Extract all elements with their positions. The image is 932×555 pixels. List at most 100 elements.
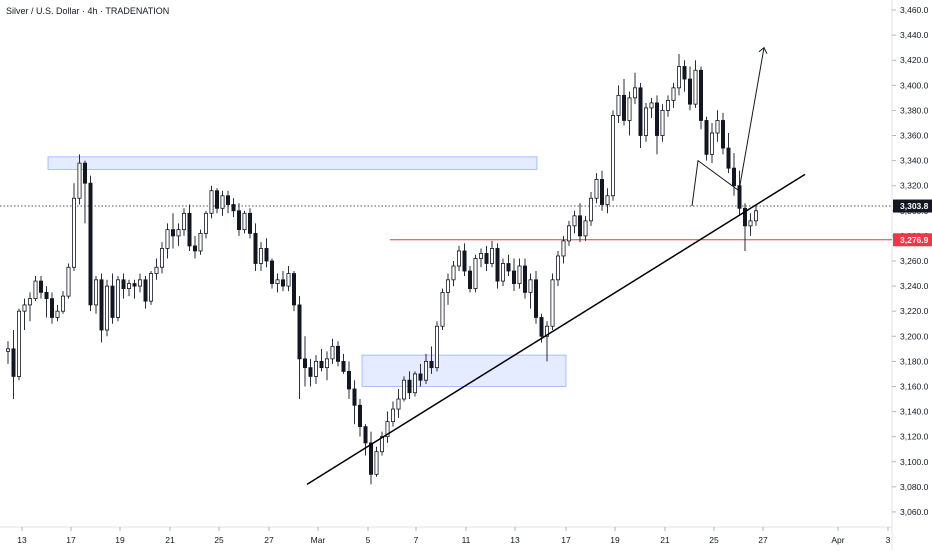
candle-body-132 <box>732 167 737 187</box>
candle-body-57 <box>319 360 324 369</box>
candle-body-54 <box>302 358 307 369</box>
candle-body-44 <box>247 212 252 234</box>
candle-body-24 <box>137 279 142 287</box>
x-tick-label-0: 13 <box>17 535 27 545</box>
candle-body-83 <box>462 250 467 272</box>
candle-body-11 <box>66 266 71 297</box>
candle-body-116 <box>644 107 649 136</box>
y-tick-label-16: 3,380.0 <box>900 105 929 115</box>
x-tick-label-7: 5 <box>366 535 371 545</box>
x-tick-label-10: 13 <box>510 535 520 545</box>
candle-body-100 <box>556 255 561 281</box>
candle-body-58 <box>324 358 329 369</box>
y-tick-label-6: 3,180.0 <box>900 356 929 366</box>
candle-body-122 <box>677 66 682 89</box>
candle-body-74 <box>412 373 417 394</box>
candle-body-69 <box>385 421 390 438</box>
candle-body-17 <box>99 279 104 331</box>
y-tick-label-20: 3,460.0 <box>900 5 929 15</box>
candle-body-131 <box>726 147 731 169</box>
candle-body-34 <box>192 245 197 252</box>
candle-body-70 <box>390 408 395 422</box>
candle-body-93 <box>517 265 522 284</box>
y-tick-label-3: 3,120.0 <box>900 432 929 442</box>
candle-body-128 <box>710 132 715 155</box>
candle-body-48 <box>269 260 274 284</box>
candle-body-15 <box>88 182 93 306</box>
trendline <box>306 173 806 485</box>
y-tick-label-9: 3,240.0 <box>900 281 929 291</box>
price-badge-label-0: 3,303.8 <box>900 201 929 211</box>
candle-body-103 <box>572 215 577 227</box>
candle-body-53 <box>297 304 302 360</box>
x-tick-label-17: 3 <box>886 535 891 545</box>
candle-body-35 <box>198 232 203 252</box>
x-tick-label-9: 11 <box>462 535 471 545</box>
candle-body-49 <box>275 279 280 284</box>
projection-path <box>691 47 765 207</box>
candle-body-78 <box>434 325 439 369</box>
candle-body-77 <box>429 360 434 369</box>
candle-body-80 <box>445 279 450 293</box>
candle-body-71 <box>396 398 401 410</box>
candle-body-125 <box>693 69 698 105</box>
candle-body-117 <box>649 102 654 109</box>
candle-body-84 <box>467 270 472 289</box>
candle-body-107 <box>594 179 599 199</box>
candle-body-37 <box>209 190 214 214</box>
candle-body-19 <box>110 285 115 318</box>
zone-rect-0 <box>47 156 538 170</box>
y-tick-label-4: 3,140.0 <box>900 407 929 417</box>
x-tick-label-4: 25 <box>214 535 224 545</box>
candle-body-123 <box>682 66 687 80</box>
candle-body-112 <box>622 94 627 121</box>
candle-body-68 <box>379 436 384 453</box>
candle-body-96 <box>534 279 539 318</box>
y-tick-label-1: 3,080.0 <box>900 482 929 492</box>
candle-body-104 <box>578 215 583 237</box>
candle-body-9 <box>55 310 60 318</box>
candle-body-7 <box>44 291 49 300</box>
candle-body-33 <box>187 212 192 247</box>
price-badge-label-1: 3,276.9 <box>900 235 929 245</box>
candle-body-114 <box>633 87 638 99</box>
candle-body-118 <box>655 102 660 136</box>
candle-body-108 <box>600 179 605 205</box>
candle-body-28 <box>159 248 164 268</box>
candle-body-79 <box>440 291 445 327</box>
candle-body-76 <box>423 360 428 381</box>
candle-body-27 <box>154 266 159 274</box>
candle-body-73 <box>407 379 412 394</box>
candle-body-99 <box>550 279 555 327</box>
candle-body-72 <box>401 379 406 400</box>
candle-body-127 <box>704 120 709 155</box>
candle-body-42 <box>236 210 241 231</box>
y-tick-label-2: 3,100.0 <box>900 457 929 467</box>
candle-body-75 <box>418 373 423 381</box>
y-tick-label-19: 3,440.0 <box>900 30 929 40</box>
y-tick-label-15: 3,360.0 <box>900 131 929 141</box>
zone-rect-1 <box>361 354 567 387</box>
candle-body-36 <box>203 212 208 234</box>
candle-body-67 <box>374 451 379 475</box>
candle-body-21 <box>121 279 126 289</box>
candle-body-61 <box>341 360 346 372</box>
candle-body-130 <box>721 120 726 149</box>
candle-body-0 <box>6 348 11 352</box>
candle-body-20 <box>116 279 121 318</box>
chart-title: Silver / U.S. Dollar · 4h · TRADENATION <box>6 6 170 16</box>
candle-body-97 <box>539 317 544 337</box>
candle-body-52 <box>291 273 296 306</box>
candle-body-46 <box>258 248 263 264</box>
candle-body-55 <box>308 367 313 377</box>
y-tick-label-13: 3,320.0 <box>900 181 929 191</box>
candle-body-95 <box>528 279 533 293</box>
candle-body-3 <box>22 304 27 312</box>
candle-body-86 <box>478 253 483 259</box>
y-tick-label-10: 3,260.0 <box>900 256 929 266</box>
candle-body-119 <box>660 110 665 136</box>
y-tick-label-17: 3,400.0 <box>900 80 929 90</box>
x-tick-label-6: Mar <box>311 535 326 545</box>
y-tick-label-7: 3,200.0 <box>900 331 929 341</box>
